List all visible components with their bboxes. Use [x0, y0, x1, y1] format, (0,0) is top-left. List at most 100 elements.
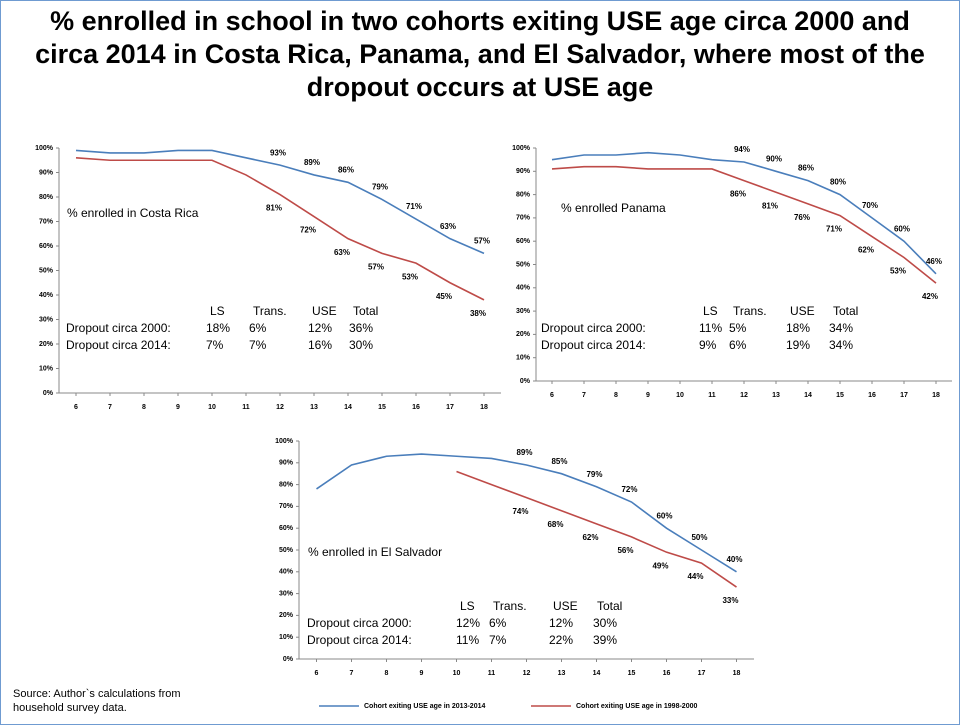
data-label: 86%: [338, 165, 354, 174]
x-tick-label: 9: [646, 392, 650, 399]
x-tick-label: 10: [676, 392, 684, 399]
x-tick-label: 14: [804, 392, 812, 399]
table-cell: Dropout circa 2000:: [66, 321, 171, 335]
table-cell: 34%: [829, 321, 853, 335]
table-header: LS: [210, 304, 225, 318]
data-label: 62%: [858, 246, 874, 255]
data-label: 71%: [826, 225, 842, 234]
table-cell: Dropout circa 2000:: [541, 321, 646, 335]
y-tick-label: 70%: [516, 215, 531, 222]
slide-title: % enrolled in school in two cohorts exit…: [35, 6, 925, 102]
data-label: 33%: [722, 596, 738, 605]
y-tick-label: 40%: [516, 285, 531, 292]
y-tick-label: 10%: [39, 365, 54, 372]
y-tick-label: 60%: [39, 243, 54, 250]
data-label: 63%: [440, 222, 456, 231]
y-tick-label: 50%: [39, 267, 54, 274]
x-tick-label: 9: [176, 404, 180, 411]
series-line: [316, 453, 737, 573]
data-label: 57%: [474, 236, 490, 245]
y-tick-label: 10%: [279, 634, 294, 641]
table-cell: 11%: [456, 633, 479, 647]
y-tick-label: 100%: [275, 438, 294, 445]
table-cell: 30%: [349, 338, 373, 352]
x-tick-label: 18: [932, 392, 940, 399]
table-cell: 9%: [699, 338, 717, 352]
y-tick-label: 30%: [516, 308, 531, 315]
table-header: LS: [703, 304, 718, 318]
y-tick-label: 90%: [39, 169, 54, 176]
y-tick-label: 10%: [516, 355, 531, 362]
data-label: 90%: [766, 154, 782, 163]
x-tick-label: 6: [550, 392, 554, 399]
table-header: LS: [460, 599, 475, 613]
data-label: 86%: [730, 190, 746, 199]
table-cell: 12%: [549, 616, 573, 630]
data-label: 63%: [334, 248, 350, 257]
source-note: Source: Author`s calculations from house…: [13, 688, 181, 714]
series-line: [456, 470, 737, 588]
table-cell: 12%: [456, 616, 480, 630]
table-header: USE: [312, 304, 337, 318]
data-label: 60%: [894, 224, 910, 233]
table-cell: Dropout circa 2000:: [307, 616, 412, 630]
chart-annotation: % enrolled Panama: [561, 201, 666, 215]
data-label: 93%: [270, 148, 286, 157]
chart-annotation: % enrolled in El Salvador: [308, 545, 442, 559]
y-tick-label: 0%: [43, 390, 54, 397]
table-header: USE: [553, 599, 578, 613]
y-tick-label: 100%: [512, 145, 531, 152]
table-header: Trans.: [493, 599, 527, 613]
x-tick-label: 17: [900, 392, 908, 399]
data-label: 71%: [406, 202, 422, 211]
table-header: USE: [790, 304, 815, 318]
y-tick-label: 90%: [516, 168, 531, 175]
x-tick-label: 11: [242, 404, 250, 411]
data-label: 86%: [798, 164, 814, 173]
table-header: Total: [353, 304, 378, 318]
y-tick-label: 0%: [520, 378, 531, 385]
table-cell: Dropout circa 2014:: [307, 633, 412, 647]
x-tick-label: 6: [74, 404, 78, 411]
data-label: 81%: [762, 201, 778, 210]
y-tick-label: 20%: [279, 612, 294, 619]
y-tick-label: 20%: [516, 331, 531, 338]
legend-label: Cohort exiting USE age in 1998-2000: [576, 703, 697, 710]
table-cell: 34%: [829, 338, 853, 352]
x-tick-label: 11: [708, 392, 716, 399]
table-cell: 16%: [308, 338, 332, 352]
table-cell: 36%: [349, 321, 373, 335]
y-tick-label: 80%: [279, 481, 294, 488]
table-cell: 12%: [308, 321, 332, 335]
table-cell: 6%: [729, 338, 747, 352]
table-cell: 18%: [786, 321, 810, 335]
x-tick-label: 14: [593, 670, 601, 677]
table-cell: 39%: [593, 633, 617, 647]
x-tick-label: 12: [740, 392, 748, 399]
table-cell: 11%: [699, 321, 722, 335]
chart-annotation: % enrolled in Costa Rica: [67, 206, 199, 220]
x-tick-label: 6: [315, 670, 319, 677]
x-tick-label: 13: [558, 670, 566, 677]
x-tick-label: 8: [385, 670, 389, 677]
table-header: Trans.: [733, 304, 767, 318]
data-label: 53%: [402, 272, 418, 281]
data-label: 79%: [586, 470, 602, 479]
data-label: 45%: [436, 292, 452, 301]
data-label: 76%: [794, 213, 810, 222]
table-header: Total: [597, 599, 622, 613]
data-label: 38%: [470, 309, 486, 318]
y-tick-label: 50%: [516, 261, 531, 268]
table-cell: 19%: [786, 338, 810, 352]
table-cell: 6%: [249, 321, 267, 335]
y-tick-label: 0%: [283, 656, 294, 663]
table-cell: 6%: [489, 616, 507, 630]
data-label: 80%: [830, 178, 846, 187]
series-line: [75, 157, 485, 301]
data-label: 46%: [926, 257, 942, 266]
table-cell: 30%: [593, 616, 617, 630]
series-line: [551, 151, 937, 275]
y-tick-label: 80%: [516, 191, 531, 198]
y-tick-label: 30%: [279, 590, 294, 597]
